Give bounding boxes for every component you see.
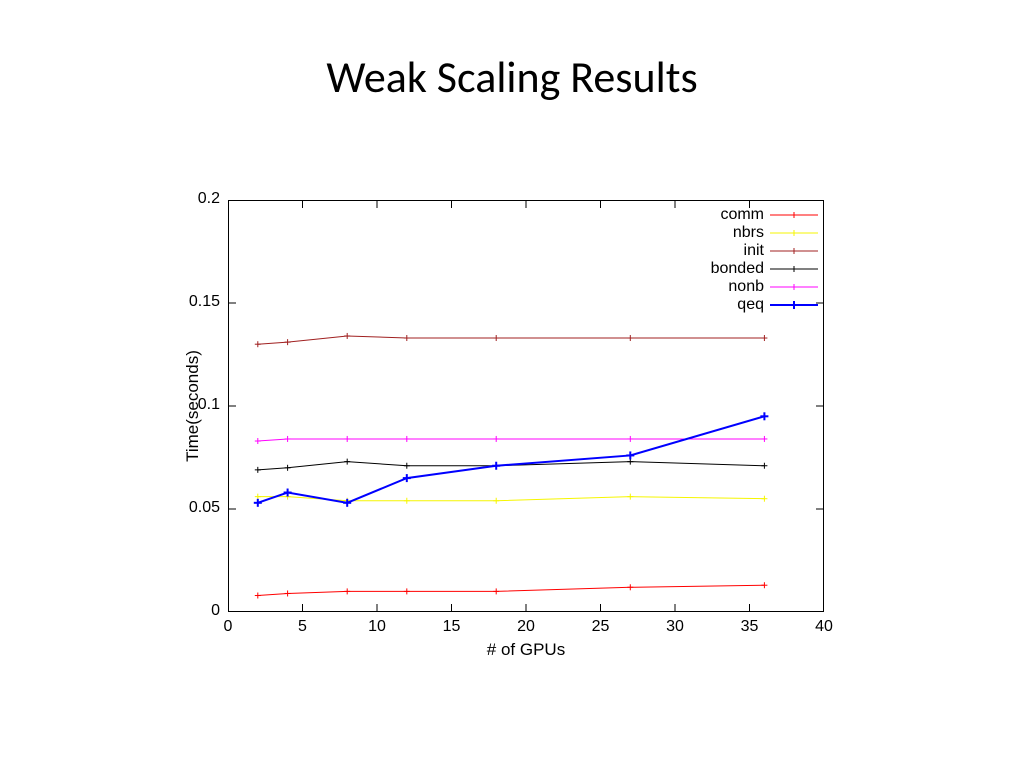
legend-item-comm: comm xyxy=(668,206,818,224)
legend-label: nonb xyxy=(728,278,770,296)
legend-label: nbrs xyxy=(733,224,770,242)
x-axis-label: # of GPUs xyxy=(466,640,586,660)
legend-label: comm xyxy=(720,206,770,224)
legend-item-qeq: qeq xyxy=(668,296,818,314)
x-tick: 25 xyxy=(581,618,621,636)
y-tick: 0 xyxy=(168,602,220,620)
x-tick: 15 xyxy=(432,618,472,636)
legend-swatch xyxy=(770,278,818,296)
legend-label: init xyxy=(744,242,770,260)
legend-item-nbrs: nbrs xyxy=(668,224,818,242)
x-tick: 5 xyxy=(283,618,323,636)
chart-legend: commnbrsinitbondednonbqeq xyxy=(668,206,818,314)
slide: Weak Scaling Results Time(seconds) # of … xyxy=(0,0,1024,768)
x-tick: 0 xyxy=(208,618,248,636)
x-tick: 35 xyxy=(730,618,770,636)
legend-item-init: init xyxy=(668,242,818,260)
x-tick: 20 xyxy=(506,618,546,636)
legend-item-bonded: bonded xyxy=(668,260,818,278)
y-tick: 0.1 xyxy=(168,396,220,414)
legend-swatch xyxy=(770,260,818,278)
x-tick: 10 xyxy=(357,618,397,636)
legend-swatch xyxy=(770,224,818,242)
legend-label: qeq xyxy=(737,296,770,314)
legend-swatch xyxy=(770,242,818,260)
legend-item-nonb: nonb xyxy=(668,278,818,296)
legend-swatch xyxy=(770,296,818,314)
slide-title: Weak Scaling Results xyxy=(0,50,1024,104)
legend-swatch xyxy=(770,206,818,224)
x-tick: 30 xyxy=(655,618,695,636)
y-tick: 0.15 xyxy=(168,293,220,311)
x-tick: 40 xyxy=(804,618,844,636)
y-tick: 0.2 xyxy=(168,190,220,208)
legend-label: bonded xyxy=(711,260,770,278)
y-tick: 0.05 xyxy=(168,499,220,517)
